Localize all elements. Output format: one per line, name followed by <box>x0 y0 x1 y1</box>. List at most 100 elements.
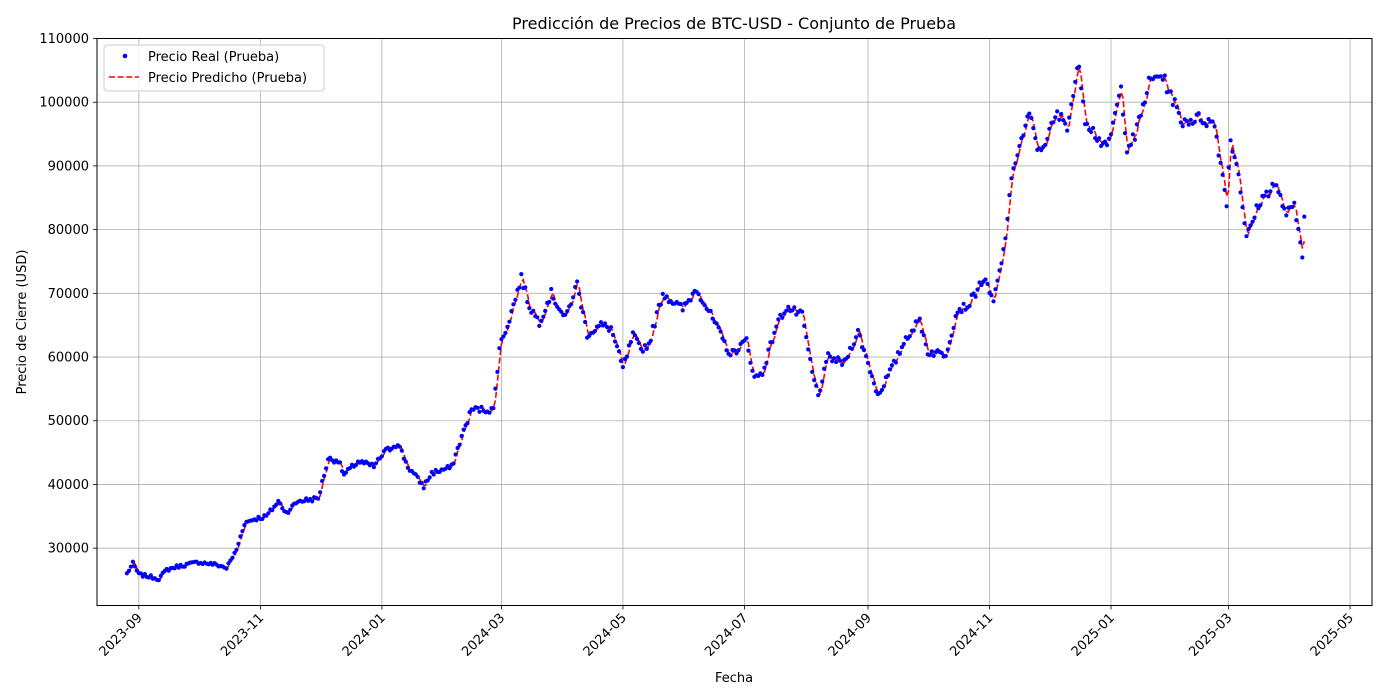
actual-point <box>519 272 524 277</box>
actual-point <box>234 547 239 552</box>
actual-point <box>583 319 588 325</box>
actual-point <box>764 360 769 366</box>
actual-point <box>581 310 586 315</box>
actual-point <box>399 448 404 453</box>
actual-point <box>455 445 460 451</box>
actual-point <box>343 470 349 475</box>
actual-point <box>1051 120 1056 125</box>
actual-point <box>770 340 775 345</box>
actual-point <box>814 383 819 388</box>
actual-point <box>525 300 530 305</box>
actual-point <box>254 518 259 523</box>
actual-point <box>997 268 1002 273</box>
actual-point <box>497 346 502 351</box>
y-tick-label: 60000 <box>48 351 89 366</box>
y-axis: 30000 40000 50000 60000 70000 80000 90000 10000… <box>39 32 97 557</box>
actual-point <box>1168 89 1173 94</box>
actual-point <box>587 333 592 339</box>
actual-point <box>369 461 374 466</box>
actual-point <box>1234 161 1239 167</box>
actual-point <box>551 296 556 301</box>
actual-point <box>260 516 265 522</box>
plot-frame <box>96 38 1373 606</box>
actual-point <box>347 465 353 471</box>
actual-point <box>620 365 626 370</box>
y-tick-label: 30000 <box>48 542 89 557</box>
actual-point <box>598 320 604 325</box>
actual-point <box>1077 64 1082 69</box>
actual-point <box>539 318 544 323</box>
actual-point <box>447 466 452 471</box>
actual-point <box>867 370 873 375</box>
actual-point <box>766 347 771 352</box>
actual-point <box>949 333 954 338</box>
actual-point <box>644 346 649 351</box>
actual-point <box>142 571 147 577</box>
actual-point <box>1045 136 1050 141</box>
actual-point <box>919 329 924 334</box>
actual-point <box>1055 109 1060 114</box>
x-tick-label: 2025-01 <box>1069 611 1118 660</box>
legend-box <box>103 44 325 92</box>
actual-point <box>804 335 809 340</box>
y-tick-label: 90000 <box>48 159 89 174</box>
x-axis: 2023-09 2023-11 2024-01 2024-03 2024-05 2024-… <box>97 605 1357 660</box>
actual-point <box>1236 172 1241 177</box>
actual-point <box>853 335 859 340</box>
actual-point <box>778 312 783 317</box>
actual-point <box>565 309 570 314</box>
actual-point <box>1065 128 1070 133</box>
actual-point <box>634 336 640 341</box>
actual-point <box>762 365 767 370</box>
actual-point <box>487 410 492 415</box>
actual-point <box>714 321 719 326</box>
actual-point <box>624 354 630 359</box>
actual-point <box>1114 102 1120 107</box>
actual-point <box>1300 255 1305 260</box>
actual-point <box>379 454 384 459</box>
actual-point <box>431 472 436 477</box>
actual-point <box>746 348 751 353</box>
actual-point <box>812 378 817 383</box>
actual-point <box>505 324 510 329</box>
actual-point <box>893 360 899 365</box>
actual-point <box>461 427 466 432</box>
actual-point <box>776 317 781 322</box>
actual-point <box>1186 122 1191 127</box>
actual-point <box>1132 137 1137 142</box>
actual-point <box>1158 74 1163 79</box>
actual-point <box>509 309 514 314</box>
actual-point <box>1216 153 1221 158</box>
actual-point <box>451 461 456 466</box>
actual-point <box>339 469 345 474</box>
actual-point <box>1220 172 1225 177</box>
actual-point <box>491 406 496 411</box>
actual-point <box>573 284 578 290</box>
actual-point <box>722 339 727 344</box>
actual-point <box>507 319 512 324</box>
actual-point <box>802 323 807 328</box>
actual-point <box>736 348 741 353</box>
actual-point <box>1017 143 1022 149</box>
actual-point <box>1184 118 1189 124</box>
actual-point <box>1130 132 1135 137</box>
actual-point <box>318 490 323 495</box>
actual-point <box>1057 117 1062 122</box>
actual-point <box>541 314 546 319</box>
actual-point <box>1226 165 1231 170</box>
actual-point <box>1264 189 1269 194</box>
actual-point <box>1003 236 1008 241</box>
actual-point <box>696 292 701 297</box>
actual-point <box>869 374 875 379</box>
actual-point <box>373 461 378 466</box>
actual-point <box>851 342 857 347</box>
actual-point <box>973 294 978 299</box>
actual-point <box>959 309 964 315</box>
actual-point <box>865 360 871 366</box>
legend[interactable]: Precio Real (Prueba) Precio Predicho (Pr… <box>103 44 325 92</box>
actual-point <box>929 349 934 354</box>
actual-point <box>1254 203 1259 208</box>
actual-point <box>1224 204 1229 209</box>
actual-point <box>780 315 785 320</box>
actual-point <box>830 359 835 364</box>
